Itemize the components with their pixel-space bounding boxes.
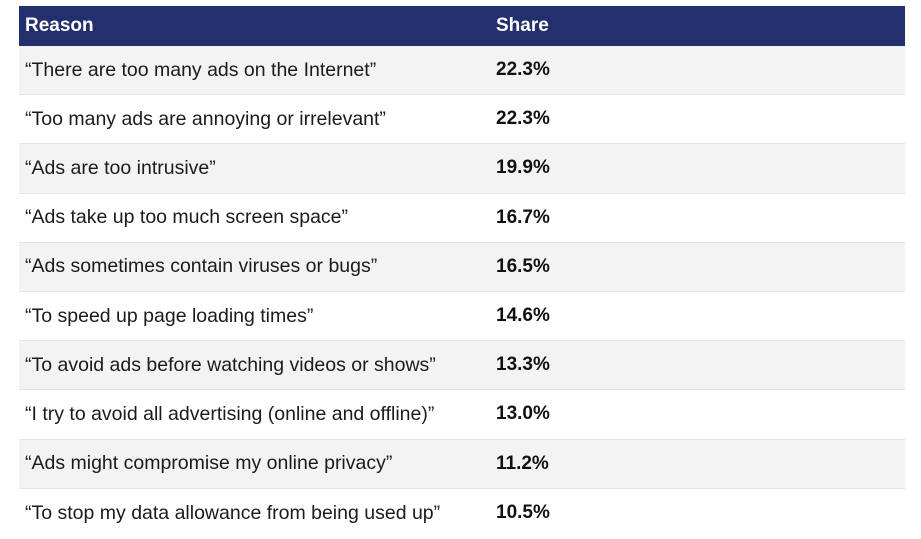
table-header: Reason Share — [19, 6, 905, 46]
reason-cell: “There are too many ads on the Internet” — [25, 58, 377, 81]
reason-cell: “Too many ads are annoying or irrelevant… — [25, 107, 386, 130]
share-cell: 13.0% — [496, 403, 550, 425]
share-cell: 10.5% — [496, 502, 550, 524]
reason-cell: “Ads are too intrusive” — [25, 156, 216, 179]
column-header-reason: Reason — [25, 15, 94, 36]
reason-cell: “To speed up page loading times” — [25, 304, 314, 327]
share-cell: 22.3% — [496, 108, 550, 130]
table-row: “Ads sometimes contain viruses or bugs” 1… — [19, 242, 905, 292]
reason-cell: “Ads might compromise my online privacy” — [25, 452, 393, 475]
table-row: “Ads might compromise my online privacy”… — [19, 439, 905, 489]
table-row: “Ads are too intrusive” 19.9% — [19, 144, 905, 194]
reason-cell: “Ads take up too much screen space” — [25, 206, 348, 229]
reason-cell: “Ads sometimes contain viruses or bugs” — [25, 255, 378, 278]
table-row: “I try to avoid all advertising (online … — [19, 390, 905, 440]
share-cell: 16.7% — [496, 206, 550, 228]
table-row: “Too many ads are annoying or irrelevant… — [19, 95, 905, 145]
table-row: “To avoid ads before watching videos or … — [19, 341, 905, 391]
table-row: “There are too many ads on the Internet”… — [19, 46, 905, 96]
table-row: “To stop my data allowance from being us… — [19, 489, 905, 538]
table-body: “There are too many ads on the Internet”… — [19, 46, 905, 538]
table-row: “To speed up page loading times” 14.6% — [19, 292, 905, 342]
share-cell: 14.6% — [496, 305, 550, 327]
share-cell: 22.3% — [496, 59, 550, 81]
reason-cell: “To stop my data allowance from being us… — [25, 501, 441, 524]
reason-cell: “I try to avoid all advertising (online … — [25, 402, 435, 425]
share-cell: 13.3% — [496, 354, 550, 376]
table-row: “Ads take up too much screen space” 16.7% — [19, 194, 905, 243]
reasons-table: Reason Share “There are too many ads on … — [19, 6, 905, 538]
share-cell: 16.5% — [496, 255, 550, 277]
reason-cell: “To avoid ads before watching videos or … — [25, 353, 436, 376]
share-cell: 19.9% — [496, 157, 550, 179]
column-header-share: Share — [496, 15, 549, 36]
share-cell: 11.2% — [496, 452, 549, 474]
